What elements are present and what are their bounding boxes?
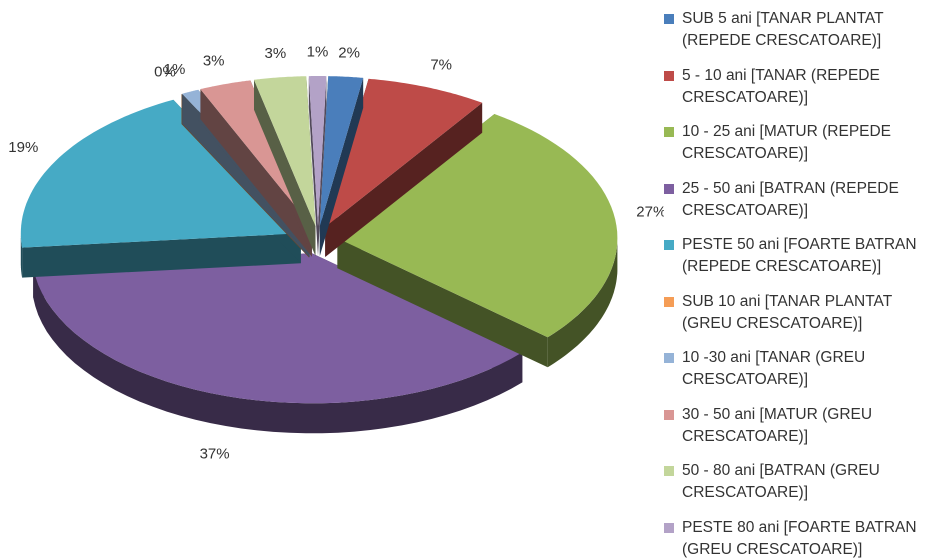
legend-label: 10 -30 ani [TANAR (GREU CRESCATOARE)]: [682, 349, 866, 388]
data-label: 1%: [307, 43, 329, 60]
pie-area: 2%7%27%37%19%0%1% 3% 3% 1%: [8, 43, 666, 463]
legend-item: PESTE 50 ani [FOARTE BATRAN (REPEDE CRES…: [664, 234, 944, 291]
slice-side: [33, 267, 523, 434]
data-label: 0%: [154, 64, 176, 81]
legend-label: PESTE 80 ani [FOARTE BATRAN (GREU CRESCA…: [682, 518, 917, 558]
legend: SUB 5 ani [TANAR PLANTAT (REPEDE CRESCAT…: [664, 8, 944, 558]
data-label: 7%: [430, 56, 452, 73]
data-label: 3%: [203, 53, 225, 70]
slice-top: [254, 76, 316, 227]
slice-side: [547, 238, 618, 368]
legend-swatch: [664, 522, 674, 533]
slice-top: [325, 78, 483, 227]
slice-cut-face: [337, 238, 548, 368]
slice-top: [308, 76, 327, 226]
pie-slice: [308, 76, 327, 256]
legend-label: PESTE 50 ani [FOARTE BATRAN (REPEDE CRES…: [682, 236, 917, 275]
slice-cut-face: [325, 102, 483, 257]
legend-label: SUB 10 ani [TANAR PLANTAT (GREU CRESCATO…: [682, 292, 892, 332]
legend-swatch: [664, 466, 674, 476]
legend-item: PESTE 80 ani [FOARTE BATRAN (GREU CRESCA…: [664, 517, 944, 558]
slice-cut-face: [22, 233, 301, 278]
pie-slice: [319, 76, 364, 257]
slice-top: [319, 76, 364, 227]
legend-swatch: [664, 353, 674, 363]
legend-swatch: [664, 70, 674, 81]
legend-label: 5 - 10 ani [TANAR (REPEDE CRESCATOARE)]: [682, 66, 880, 106]
pie-slice: [254, 76, 316, 257]
legend-swatch: [664, 296, 674, 307]
legend-label: 25 - 50 ani [BATRAN (REPEDE CRESCATOARE)…: [682, 179, 899, 219]
legend-label: SUB 5 ani [TANAR PLANTAT (REPEDE CRESCAT…: [682, 10, 884, 49]
slice-top: [33, 253, 523, 404]
data-label: 3%: [265, 45, 287, 62]
slice-cut-face: [308, 76, 318, 256]
legend-item: SUB 5 ani [TANAR PLANTAT (REPEDE CRESCAT…: [664, 8, 944, 65]
legend-label: 30 - 50 ani [MATUR (GREU CRESCATOARE)]: [682, 405, 873, 445]
legend-item: SUB 10 ani [TANAR PLANTAT (GREU CRESCATO…: [664, 291, 944, 348]
data-label: 2%: [338, 44, 360, 61]
pie-slice: [33, 253, 523, 434]
data-label: 19%: [8, 139, 38, 156]
legend-swatch: [664, 183, 674, 194]
legend-swatch: [664, 409, 674, 420]
legend-label: 10 - 25 ani [MATUR (REPEDE CRESCATOARE)]: [682, 123, 892, 162]
legend-swatch: [664, 14, 674, 24]
legend-swatch: [664, 127, 674, 137]
legend-item: 25 - 50 ani [BATRAN (REPEDE CRESCATOARE)…: [664, 178, 944, 235]
slice-side: [20, 233, 23, 278]
slice-cut-face: [200, 89, 312, 257]
legend-item: 5 - 10 ani [TANAR (REPEDE CRESCATOARE)]: [664, 65, 944, 122]
slice-cut-face: [318, 76, 327, 256]
legend-item: 30 - 50 ani [MATUR (GREU CRESCATOARE)]: [664, 404, 944, 461]
data-label: 1%: [164, 61, 186, 78]
data-label: 37%: [200, 446, 230, 463]
legend-item: 50 - 80 ani [BATRAN (GREU CRESCATOARE)]: [664, 460, 944, 517]
slice-top: [200, 80, 312, 227]
slice-top: [20, 99, 301, 248]
legend-item: 10 - 25 ani [MATUR (REPEDE CRESCATOARE)]: [664, 121, 944, 178]
data-label: 27%: [636, 204, 664, 221]
slice-top: [337, 114, 618, 338]
slice-cut-face: [254, 79, 316, 257]
slice-cut-face: [319, 77, 364, 257]
legend-item: 10 -30 ani [TANAR (GREU CRESCATOARE)]: [664, 347, 944, 404]
legend-label: 50 - 80 ani [BATRAN (GREU CRESCATOARE)]: [682, 462, 880, 501]
legend-swatch: [664, 240, 674, 250]
